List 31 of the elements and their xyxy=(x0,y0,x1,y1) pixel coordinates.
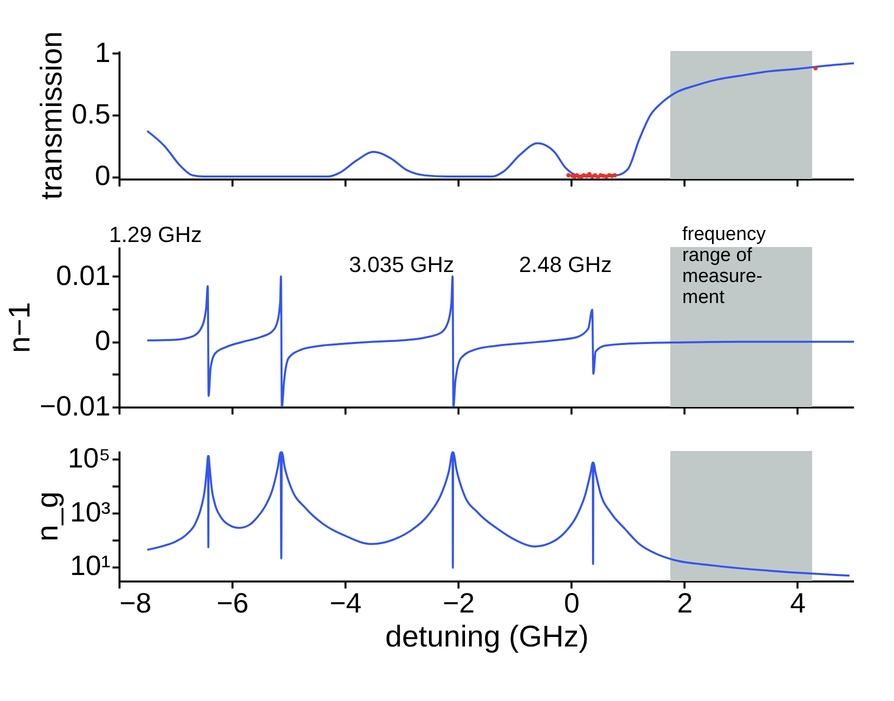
y-tick-label: 0.5 xyxy=(72,98,110,130)
point xyxy=(612,173,617,178)
y-axis-title: n_g xyxy=(32,491,65,542)
line-series xyxy=(146,62,854,178)
y-tick-label: 10⁵ xyxy=(68,442,110,474)
y-axis-title: transmission xyxy=(36,31,69,200)
y-tick-label: 10³ xyxy=(70,496,110,528)
y-tick-label: −0.01 xyxy=(40,390,110,422)
y-tick-label: 0.01 xyxy=(56,260,110,291)
x-tick-label: −8 xyxy=(120,588,152,618)
annotation: 3.035 GHz xyxy=(349,252,454,277)
x-axis-title: detuning (GHz) xyxy=(385,620,589,654)
y-tick-label: 1 xyxy=(94,36,110,68)
point xyxy=(587,172,592,176)
y-tick-label: 0 xyxy=(94,160,110,192)
point xyxy=(566,173,571,178)
y-axis-title: n−1 xyxy=(4,302,37,353)
text: 1.29 GHz xyxy=(109,222,202,247)
line-series xyxy=(146,451,850,577)
x-tick-label: 4 xyxy=(790,588,806,618)
x-tick-label: 0 xyxy=(564,588,580,618)
annotation: 2.48 GHz xyxy=(519,252,612,277)
x-tick-label: 2 xyxy=(677,588,693,618)
band-label: frequency range of measure- ment xyxy=(682,224,766,308)
y-tick-label: 0 xyxy=(94,325,110,356)
x-tick-label: −6 xyxy=(216,588,249,618)
point xyxy=(592,173,598,178)
y-tick-label: 10¹ xyxy=(70,550,110,582)
x-tick-label: −4 xyxy=(330,588,362,618)
x-tick-label: −2 xyxy=(442,588,475,618)
point xyxy=(813,66,818,70)
